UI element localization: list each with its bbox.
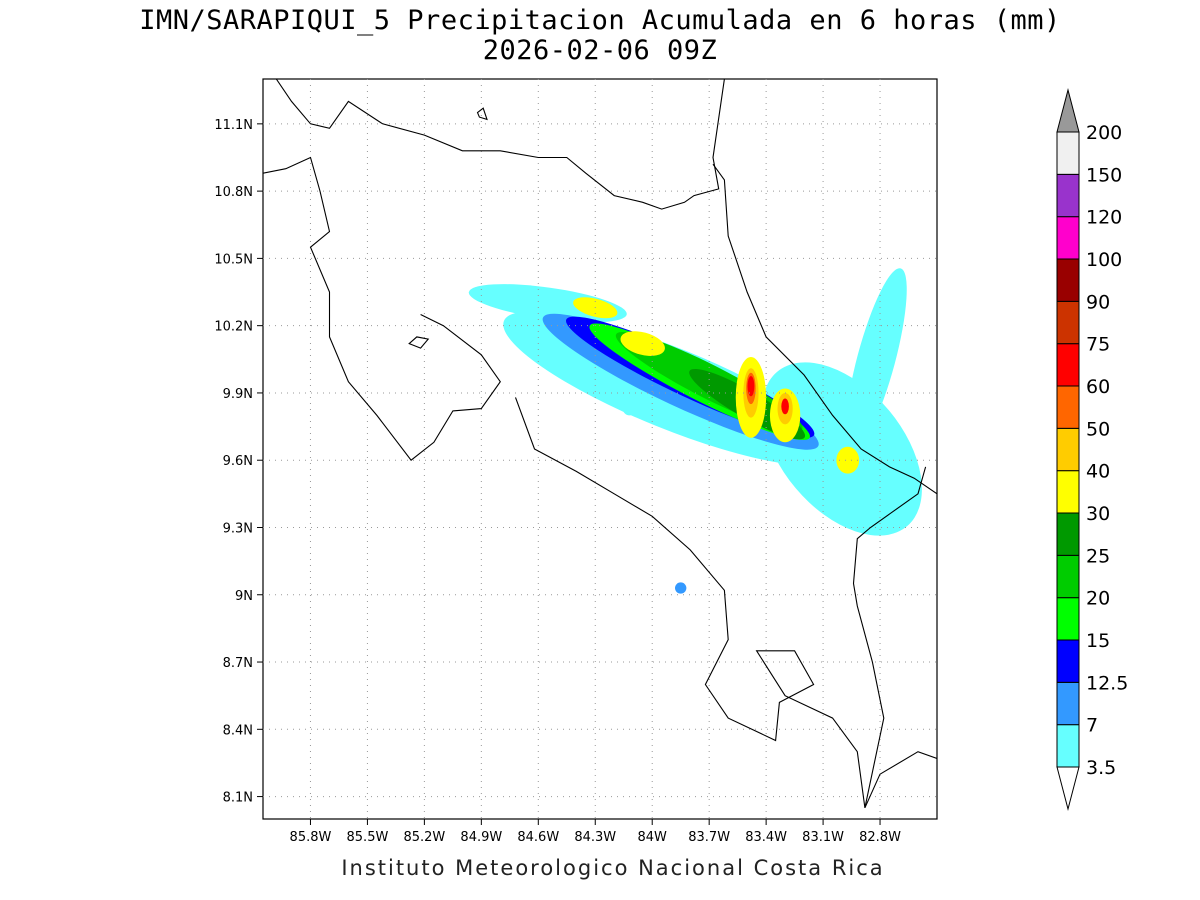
lon-tick-label-2: 85.2W bbox=[403, 830, 445, 845]
lon-tick-label-3: 84.9W bbox=[460, 830, 502, 845]
coastline-2 bbox=[263, 156, 501, 461]
legend-swatch-4 bbox=[1056, 554, 1080, 599]
border-line-0 bbox=[852, 466, 927, 808]
lat-tick-label-8: 8.7N bbox=[223, 656, 253, 671]
legend-swatch-3 bbox=[1056, 597, 1080, 641]
coastline-1 bbox=[712, 163, 937, 495]
color-legend: 3.5 7 12.5 15 20 25 30 40 50 60 75 90 100 120 150 200 bbox=[1056, 88, 1128, 811]
lat-tick-label-2: 10.5N bbox=[214, 252, 253, 267]
legend-swatch-1 bbox=[1056, 681, 1080, 726]
legend-label-13: 120 bbox=[1086, 207, 1122, 229]
legend-label-0: 3.5 bbox=[1086, 757, 1116, 779]
legend-label-2: 12.5 bbox=[1086, 672, 1128, 694]
legend-label-5: 25 bbox=[1086, 545, 1110, 567]
legend-label-12: 100 bbox=[1086, 249, 1122, 271]
lon-tick-label-8: 83.4W bbox=[745, 830, 787, 845]
legend-swatch-10 bbox=[1056, 300, 1080, 345]
legend-swatch-2 bbox=[1056, 639, 1080, 683]
legend-swatch-6 bbox=[1056, 470, 1080, 514]
island-1 bbox=[476, 107, 488, 121]
lat-tick-label-10: 8.1N bbox=[223, 791, 253, 806]
credit-text: Instituto Meteorologico Nacional Costa R… bbox=[341, 856, 885, 880]
legend-label-14: 150 bbox=[1086, 164, 1122, 186]
coastline-4 bbox=[864, 751, 937, 809]
legend-swatch-11 bbox=[1056, 258, 1080, 302]
legend-label-6: 30 bbox=[1086, 503, 1110, 525]
legend-swatch-13 bbox=[1056, 173, 1080, 218]
legend-swatch-14 bbox=[1056, 131, 1080, 175]
legend-label-3: 15 bbox=[1086, 630, 1110, 652]
precip-cell-20 bbox=[674, 582, 687, 594]
legend-swatch-5 bbox=[1056, 512, 1080, 556]
precip-cell-18 bbox=[781, 398, 789, 415]
lat-tick-label-5: 9.6N bbox=[223, 454, 253, 469]
lon-tick-label-6: 84W bbox=[638, 830, 668, 845]
lon-tick-label-0: 85.8W bbox=[290, 830, 332, 845]
legend-overflow-triangle bbox=[1056, 88, 1080, 133]
legend-label-10: 75 bbox=[1086, 334, 1110, 356]
lat-tick-label-4: 9.9N bbox=[223, 387, 253, 402]
map-title: IMN/SARAPIQUI_5 Precipitacion Acumulada … bbox=[139, 5, 1061, 36]
legend-swatch-9 bbox=[1056, 343, 1080, 387]
lon-tick-label-10: 82.8W bbox=[859, 830, 901, 845]
coastlines bbox=[263, 79, 937, 809]
legend-swatch-8 bbox=[1056, 385, 1080, 429]
precip-cell-12 bbox=[620, 331, 665, 356]
legend-label-15: 200 bbox=[1086, 122, 1122, 144]
lon-tick-label-1: 85.5W bbox=[347, 830, 389, 845]
coastline-3 bbox=[514, 397, 866, 808]
grid-lines bbox=[263, 79, 937, 819]
legend-underflow-triangle bbox=[1056, 766, 1080, 811]
island-0 bbox=[408, 336, 430, 349]
lat-tick-label-6: 9.3N bbox=[223, 521, 253, 536]
legend-label-11: 90 bbox=[1086, 291, 1110, 313]
lon-tick-label-4: 84.6W bbox=[517, 830, 559, 845]
axis-ticks: 85.8W 85.5W 85.2W 84.9W 84.6W 84.3W 84W 83.7W 83… bbox=[214, 118, 901, 845]
lat-tick-label-1: 10.8N bbox=[214, 185, 253, 200]
legend-label-7: 40 bbox=[1086, 461, 1110, 483]
legend-swatch-0 bbox=[1056, 724, 1080, 768]
lat-tick-label-7: 9N bbox=[235, 589, 253, 604]
lat-tick-label-0: 11.1N bbox=[214, 118, 253, 133]
legend-label-4: 20 bbox=[1086, 588, 1110, 610]
lon-tick-label-7: 83.7W bbox=[688, 830, 730, 845]
coastline-0 bbox=[275, 79, 725, 210]
precip-cell-3 bbox=[845, 268, 907, 451]
legend-label-1: 7 bbox=[1086, 715, 1098, 737]
legend-swatch-12 bbox=[1056, 216, 1080, 260]
precip-cell-19 bbox=[622, 401, 637, 416]
lon-tick-label-9: 83.1W bbox=[802, 830, 844, 845]
lat-tick-label-3: 10.2N bbox=[214, 320, 253, 335]
precipitation-field bbox=[468, 268, 922, 594]
precip-cell-13 bbox=[836, 446, 860, 474]
map-valid-time: 2026-02-06 09Z bbox=[482, 35, 718, 66]
lat-tick-label-9: 8.4N bbox=[223, 723, 253, 738]
lon-tick-label-5: 84.3W bbox=[574, 830, 616, 845]
precip-cell-17 bbox=[747, 376, 755, 397]
legend-swatch-7 bbox=[1056, 427, 1080, 472]
legend-label-9: 60 bbox=[1086, 376, 1110, 398]
legend-label-8: 50 bbox=[1086, 418, 1110, 440]
